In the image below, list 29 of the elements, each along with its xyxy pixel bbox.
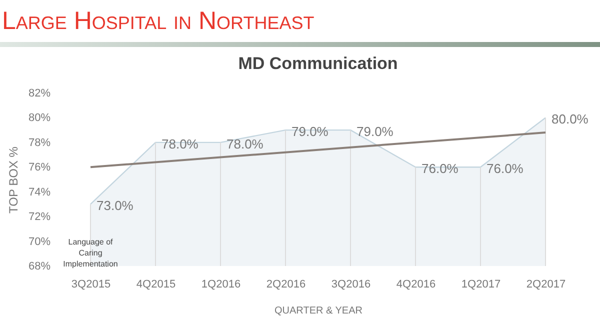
- annotation: Language of Caring Implementation: [63, 238, 118, 269]
- data-label: 80.0%: [552, 112, 589, 127]
- data-label: 73.0%: [96, 198, 134, 214]
- data-label: 76.0%: [486, 161, 524, 176]
- y-tick-label: 68%: [28, 260, 51, 272]
- data-label: 78.0%: [226, 136, 264, 152]
- x-tick-label: 4Q2016: [396, 278, 436, 290]
- y-tick-label: 82%: [28, 88, 51, 100]
- x-tick-label: 2Q2016: [266, 278, 306, 290]
- data-label: 79.0%: [292, 124, 329, 140]
- x-tick-label: 1Q2017: [461, 278, 501, 290]
- chart-subtitle: MD Communication: [238, 54, 398, 73]
- y-tick-label: 70%: [28, 236, 51, 248]
- x-axis-title: QUARTER & YEAR: [274, 306, 362, 316]
- data-label: 79.0%: [356, 124, 394, 140]
- y-tick-label: 80%: [28, 112, 51, 124]
- x-tick-label: 2Q2017: [526, 278, 566, 290]
- x-tick-label: 1Q2016: [201, 278, 241, 290]
- chart-title: Large Hospital in Northeast: [1, 6, 316, 37]
- y-tick-label: 74%: [28, 186, 51, 198]
- y-axis-title: TOP BOX %: [6, 146, 20, 214]
- x-tick-label: 3Q2016: [331, 278, 371, 290]
- x-tick-label: 3Q2015: [71, 278, 111, 290]
- y-tick-label: 78%: [28, 136, 51, 149]
- x-tick-label: 4Q2015: [136, 278, 176, 290]
- data-label: 78.0%: [162, 136, 199, 152]
- y-tick-label: 76%: [28, 162, 51, 174]
- y-tick-label: 72%: [28, 211, 51, 224]
- data-label: 76.0%: [422, 161, 459, 176]
